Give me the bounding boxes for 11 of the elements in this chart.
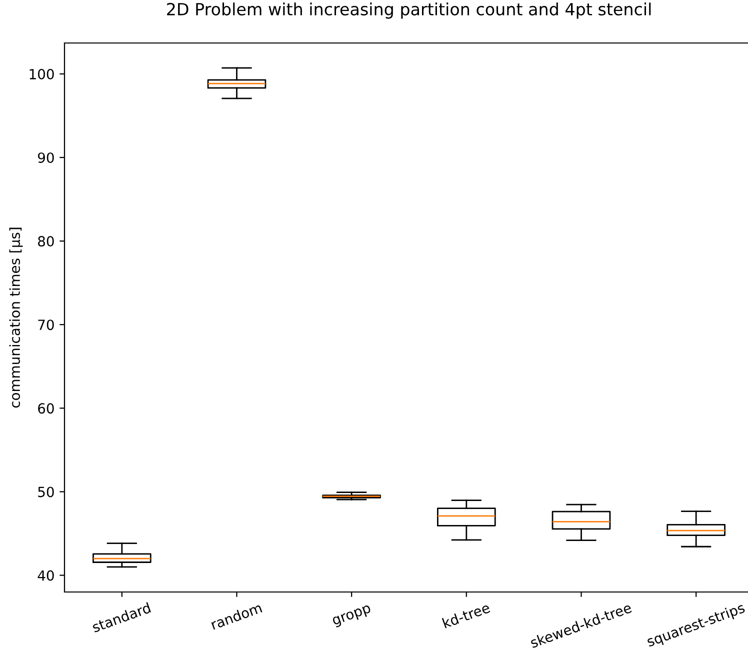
y-axis-title: communication times [µs] [9,228,23,408]
y-tick-label: 100 [30,68,54,80]
y-tick-label: 80 [38,236,54,247]
y-tick-label: 70 [38,320,54,330]
y-tick-label: 90 [38,152,54,163]
x-tick-label: gropp [332,604,372,628]
y-tick-label: 40 [38,570,54,581]
x-tick-label: kd-tree [442,602,490,628]
y-tick-label: 50 [38,486,54,498]
y-tick-label: 60 [38,403,54,414]
chart-title: 2D Problem with increasing partition count and 4pt stencil [167,2,651,19]
